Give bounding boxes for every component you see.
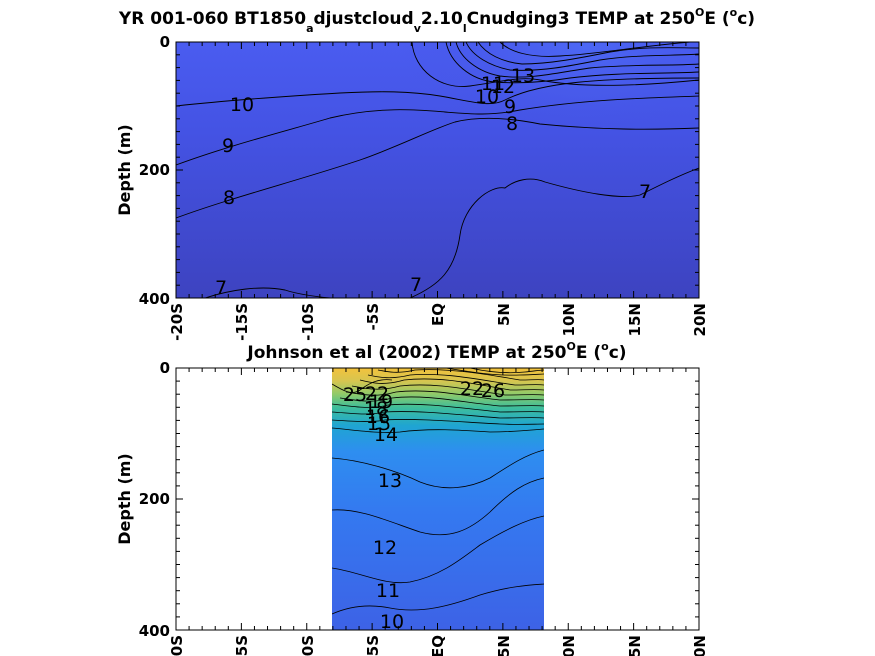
lower-contour-24 [445, 368, 544, 376]
upper-contour-labels: 10 9 8 7 7 7 8 9 10 11 12 13 [215, 65, 651, 299]
lower-y-tick-label: 400 [139, 622, 170, 640]
upper-x-tick-label: -15S [233, 303, 251, 341]
lower-clabel: 15 [367, 413, 391, 435]
lower-clabel: 19 [369, 391, 393, 413]
upper-clabel: 13 [511, 65, 535, 87]
upper-clabel: 8 [223, 187, 235, 209]
lower-x-tick-label: 10N [560, 635, 578, 656]
upper-y-tick-label: 0 [160, 33, 170, 51]
upper-clabel: 8 [506, 113, 518, 135]
upper-contours [176, 42, 699, 298]
lower-contour-26 [469, 368, 544, 374]
upper-clabel: 12 [491, 76, 515, 98]
upper-clabel: 10 [475, 86, 499, 108]
upper-clabel: 11 [481, 73, 505, 95]
lower-contour-17 [332, 403, 544, 413]
upper-heatmap-warm-patch [176, 42, 699, 298]
lower-x-tick-label: -10S [299, 635, 317, 656]
upper-x-tick-labels: -20S -15S -10S -5S EQ 5N 10N 15N 20N [168, 303, 709, 341]
upper-contour-warm-2 [445, 42, 699, 84]
lower-contour-15 [332, 419, 544, 425]
lower-contour-19 [345, 390, 544, 401]
upper-contour-warm-1 [411, 42, 699, 87]
lower-contour-20 [351, 384, 544, 396]
upper-y-tick-label: 200 [139, 161, 170, 179]
lower-x-tick-label: -15S [233, 635, 251, 656]
upper-contour-warm-3 [455, 42, 699, 78]
lower-x-tick-label: EQ [429, 635, 447, 656]
upper-ticks [175, 41, 700, 299]
upper-x-tick-label: 5N [495, 303, 513, 326]
upper-contour-warm-5 [477, 42, 699, 65]
upper-y-tick-label: 400 [139, 290, 170, 308]
upper-clabel: 9 [504, 96, 516, 118]
upper-contour-warm-6 [499, 42, 691, 57]
lower-contour-labels: 25 22 19 18 16 15 14 13 12 11 10 22 26 [343, 378, 505, 633]
lower-clabel: 12 [373, 537, 397, 559]
upper-x-tick-label: 10N [560, 303, 578, 336]
lower-contour-21 [359, 378, 544, 391]
upper-x-tick-label: -10S [299, 303, 317, 341]
upper-contour-9 [176, 95, 699, 166]
upper-chart: YR 001-060 BT1850adjustcloudv2.10lCnudgi… [115, 6, 755, 341]
lower-ticks [175, 367, 700, 631]
lower-x-tick-label: 15N [626, 635, 644, 656]
lower-clabel: 14 [374, 424, 398, 446]
lower-x-tick-label: 5N [495, 635, 513, 656]
upper-x-tick-label: EQ [429, 303, 447, 326]
lower-x-tick-label: 20N [691, 635, 709, 656]
lower-clabel: 18 [364, 398, 388, 420]
upper-x-tick-label: 20N [691, 303, 709, 336]
upper-x-tick-label: 15N [626, 303, 644, 336]
lower-x-tick-labels: -20S -15S -10S -5S EQ 5N 10N 15N 20N [168, 635, 709, 656]
lower-contour-11 [332, 515, 544, 584]
lower-contour-16 [332, 411, 544, 419]
lower-contours [332, 368, 544, 615]
lower-contour-12 [332, 477, 544, 536]
lower-contour-23 [377, 369, 544, 381]
lower-x-tick-label: -5S [364, 635, 382, 656]
lower-y-axis-label: Depth (m) [115, 453, 134, 545]
upper-contour-8 [176, 117, 699, 219]
upper-x-tick-label: -5S [364, 303, 382, 330]
lower-clabel: 16 [366, 406, 390, 428]
lower-contour-10 [332, 583, 544, 615]
lower-contour-22 [367, 373, 544, 386]
upper-contour-7-east [409, 167, 699, 298]
upper-title-prefix: YR 001-060 BT1850 [118, 9, 306, 29]
upper-clabel: 7 [410, 274, 422, 296]
lower-clabel: 26 [481, 380, 505, 402]
lower-contour-14 [332, 427, 544, 433]
lower-contour-18 [339, 396, 544, 407]
upper-contour-7-west [204, 287, 331, 298]
lower-clabel: 22 [460, 378, 484, 400]
upper-x-tick-label: -20S [168, 303, 186, 341]
lower-chart-title: Johnson et al (2002) TEMP at 250OE (oc) [246, 340, 626, 363]
upper-chart-title: YR 001-060 BT1850adjustcloudv2.10lCnudgi… [118, 6, 755, 35]
lower-x-tick-label: -20S [168, 635, 186, 656]
upper-contour-warm-4 [465, 42, 699, 71]
lower-clabel: 13 [378, 470, 402, 492]
upper-clabel: 7 [639, 181, 651, 203]
lower-y-tick-label: 0 [160, 359, 170, 377]
lower-clabel: 22 [365, 383, 389, 405]
lower-clabel: 25 [343, 384, 367, 406]
upper-clabel: 10 [230, 94, 254, 116]
upper-y-axis-label: Depth (m) [115, 124, 134, 216]
lower-clabel: 11 [376, 580, 400, 602]
lower-chart: Johnson et al (2002) TEMP at 250OE (oc) … [115, 340, 709, 656]
lower-y-tick-label: 200 [139, 490, 170, 508]
lower-contour-13 [332, 449, 544, 489]
lower-contour-25 [332, 379, 393, 393]
upper-clabel: 7 [215, 277, 227, 299]
upper-clabel: 9 [222, 135, 234, 157]
